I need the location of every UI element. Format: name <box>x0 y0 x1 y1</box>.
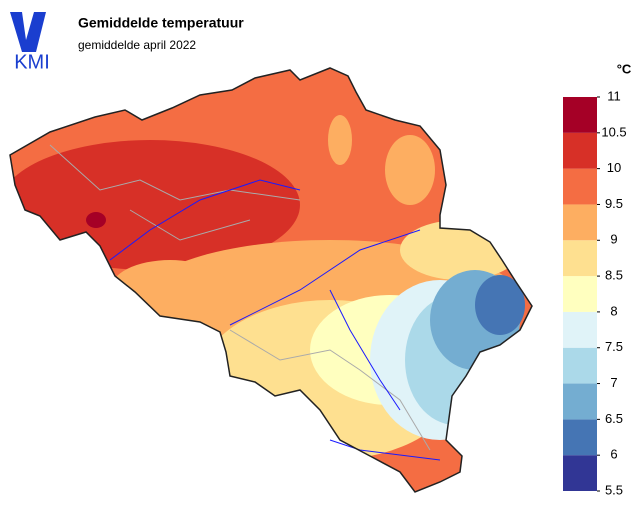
tick-label: 10 <box>607 160 621 175</box>
map-region <box>328 115 352 165</box>
logo: KMI <box>10 12 50 73</box>
tick-label: 8 <box>610 303 617 318</box>
map <box>10 68 532 492</box>
map-region <box>86 212 106 228</box>
map-region <box>110 260 230 320</box>
logo-shape <box>10 12 46 52</box>
tick-label: 5.5 <box>605 482 623 497</box>
tick-label: 7.5 <box>605 339 623 354</box>
color-band <box>563 455 597 491</box>
tick-label: 9 <box>610 232 617 247</box>
borders <box>49 144 431 451</box>
map-region <box>385 135 435 205</box>
legend-unit: °C <box>617 61 632 76</box>
tick-label: 6 <box>610 447 617 462</box>
color-band <box>563 276 597 312</box>
color-band <box>563 311 597 348</box>
tick-label: 7 <box>610 375 617 390</box>
tick-label: 11 <box>607 88 621 103</box>
color-band <box>563 97 597 133</box>
color-band <box>563 132 597 169</box>
color-band <box>563 383 597 420</box>
color-band <box>563 347 597 384</box>
subtitle: gemiddelde april 2022 <box>78 38 196 52</box>
tick-label: 8.5 <box>605 268 623 283</box>
title: Gemiddelde temperatuur <box>78 15 244 31</box>
tick-label: 9.5 <box>605 196 623 211</box>
color-band <box>563 204 597 241</box>
tick-label: 6.5 <box>605 411 623 426</box>
legend: 5.5 6 6.5 7 7.5 8 8.5 9 9.5 10 10.5 11 <box>563 88 627 497</box>
rivers <box>109 179 441 461</box>
map-region <box>475 275 525 335</box>
color-band <box>563 419 597 456</box>
tick-label: 10.5 <box>601 124 626 139</box>
color-band <box>563 168 597 205</box>
color-band <box>563 240 597 277</box>
logo-text: KMI <box>14 51 50 73</box>
